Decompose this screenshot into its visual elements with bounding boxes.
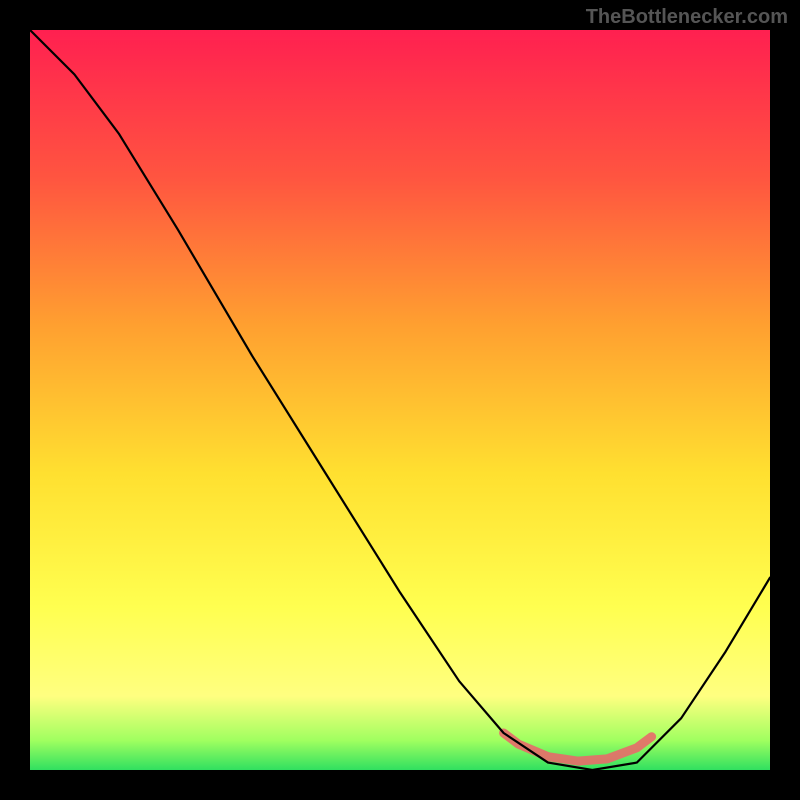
curve-layer: [30, 30, 770, 770]
plot-area: [30, 30, 770, 770]
bottleneck-curve: [30, 30, 770, 770]
chart-container: TheBottlenecker.com: [0, 0, 800, 800]
attribution-text: TheBottlenecker.com: [586, 6, 788, 29]
